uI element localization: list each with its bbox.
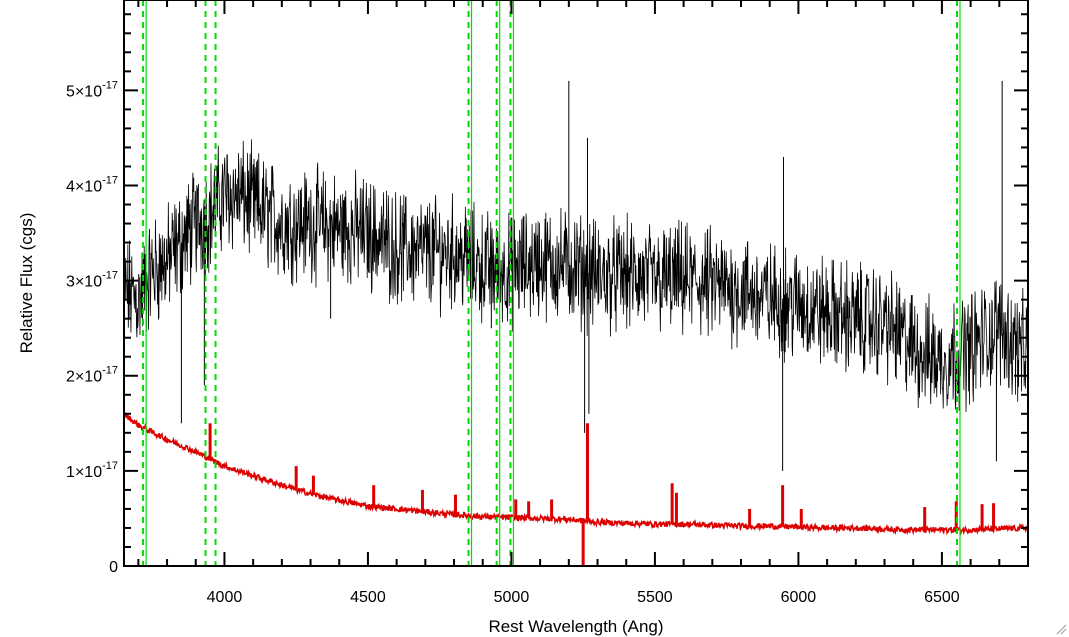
x-axis-title: Rest Wavelength (Ang) [488, 617, 663, 636]
x-tick-label: 6000 [781, 589, 817, 606]
plot-frame [123, 0, 1029, 567]
y-tick-label: 0 [109, 559, 118, 576]
y-tick-label: 5×10-17 [66, 79, 118, 100]
x-tick-label: 4000 [207, 589, 243, 606]
x-tick-label: 5000 [494, 589, 530, 606]
y-tick-label: 1×10-17 [66, 460, 118, 481]
y-tick-label: 3×10-17 [66, 270, 118, 291]
y-tick-label: 4×10-17 [66, 174, 118, 195]
series-continuum-line [124, 412, 1028, 536]
axes-frame [123, 0, 1029, 567]
y-axis-title: Relative Flux (cgs) [17, 213, 36, 354]
resize-grip-icon[interactable] [1055, 623, 1067, 635]
x-tick-label: 5500 [637, 589, 673, 606]
x-tick-labels: 4000 4500 5000 5500 6000 6500 [207, 589, 960, 606]
plot-area [124, 0, 1028, 566]
y-tick-labels: 0 1×10-17 2×10-17 3×10-17 4×10-17 5×10-17 [66, 79, 118, 576]
x-tick-label: 6500 [924, 589, 960, 606]
y-tick-label: 2×10-17 [66, 365, 118, 386]
series-spectrum-line [124, 139, 1028, 413]
x-tick-label: 4500 [350, 589, 386, 606]
